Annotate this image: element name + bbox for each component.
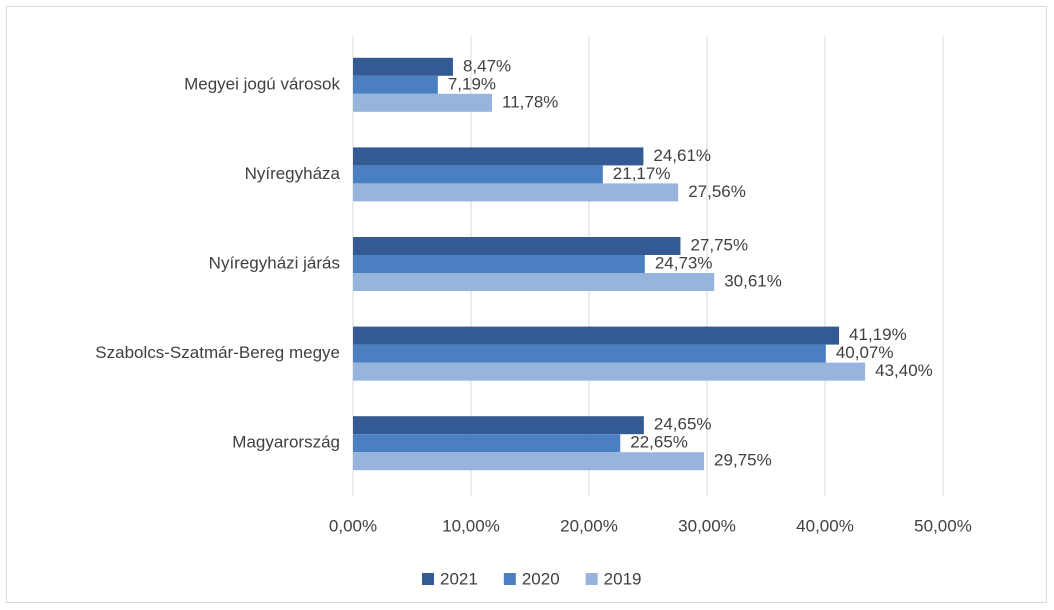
x-tick-label: 30,00%: [678, 516, 736, 535]
y-tick-label: Szabolcs-Szatmár-Bereg megye: [95, 343, 340, 362]
bar: [353, 344, 826, 363]
bar: [353, 255, 645, 273]
legend-label: 2019: [604, 569, 642, 588]
data-label: 41,19%: [849, 325, 907, 344]
y-tick-label: Nyíregyháza: [245, 164, 341, 183]
bar: [353, 362, 866, 381]
chart-border: [6, 6, 1047, 603]
bar: [353, 452, 705, 471]
bar: [353, 165, 603, 184]
x-tick-label: 40,00%: [796, 516, 854, 535]
data-label: 40,07%: [836, 343, 894, 362]
data-label: 24,65%: [654, 415, 712, 434]
x-tick-label: 50,00%: [914, 516, 972, 535]
bar: [353, 183, 679, 202]
y-tick-label: Megyei jogú városok: [184, 74, 340, 93]
data-label: 21,17%: [613, 164, 671, 183]
x-tick-label: 10,00%: [442, 516, 500, 535]
bar: [353, 434, 621, 453]
data-label: 30,61%: [724, 271, 782, 290]
x-tick-label: 0,00%: [329, 516, 377, 535]
data-label: 27,75%: [690, 235, 748, 254]
data-label: 29,75%: [714, 451, 772, 470]
data-label: 24,61%: [653, 146, 711, 165]
bar: [353, 57, 453, 76]
bar: [353, 237, 681, 255]
x-tick-label: 20,00%: [560, 516, 618, 535]
legend-swatch: [585, 573, 598, 585]
legend-label: 2021: [440, 569, 478, 588]
bar: [353, 326, 840, 345]
bar: [353, 147, 644, 166]
data-label: 22,65%: [630, 433, 688, 452]
bar: [353, 416, 644, 435]
legend-label: 2020: [522, 569, 560, 588]
data-label: 8,47%: [463, 56, 511, 75]
data-label: 24,73%: [655, 253, 713, 272]
legend-swatch: [422, 573, 434, 585]
data-label: 43,40%: [875, 361, 933, 380]
data-label: 27,56%: [688, 182, 746, 201]
y-tick-label: Magyarország: [232, 433, 340, 452]
bar: [353, 93, 493, 112]
bar: [353, 75, 438, 94]
legend-swatch: [503, 573, 516, 585]
bar: [353, 273, 715, 291]
data-label: 11,78%: [502, 92, 558, 111]
data-label: 7,19%: [448, 74, 496, 93]
y-tick-label: Nyíregyházi járás: [209, 253, 340, 272]
